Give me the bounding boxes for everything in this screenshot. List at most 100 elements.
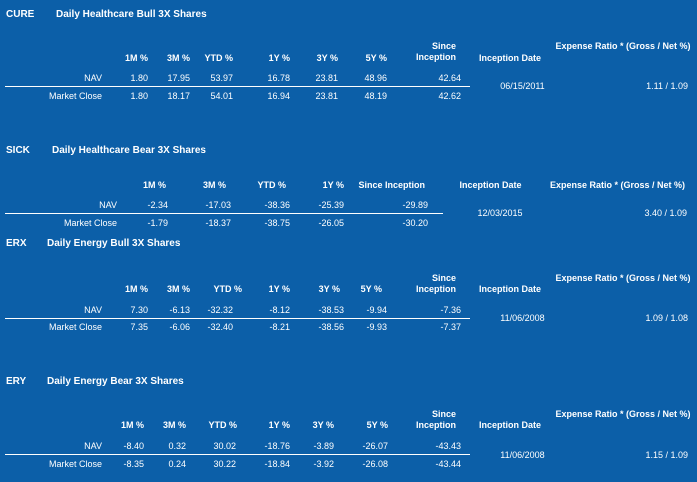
cell-mc-ytd: -38.75 — [264, 218, 290, 228]
inception-date-value: 12/03/2015 — [477, 208, 523, 218]
inception-date-value: 06/15/2011 — [500, 81, 545, 91]
cell-mc-1y: -8.21 — [269, 322, 290, 332]
cell-mc-ytd: 54.01 — [210, 91, 233, 101]
cell-nav-ytd: 30.02 — [213, 441, 236, 451]
col-header-ytd: YTD % — [257, 180, 286, 190]
inception-date-value: 11/06/2008 — [500, 313, 545, 323]
cell-mc-1m: 1.80 — [130, 91, 148, 101]
cell-mc-since-inception: -7.37 — [440, 322, 461, 332]
cell-nav-5y: 48.96 — [364, 73, 387, 83]
cell-mc-3y: 23.81 — [315, 91, 338, 101]
row-label-nav: NAV — [84, 305, 102, 315]
col-header-since-inception: Since Inception — [416, 41, 456, 62]
col-header-inception-date: Inception Date — [459, 180, 522, 190]
cell-nav-5y: -9.94 — [366, 305, 387, 315]
col-header-expense-ratio: Expense Ratio * (Gross / Net %) — [555, 273, 691, 283]
cell-mc-1m: -8.35 — [123, 459, 144, 469]
col-header-1y: 1Y % — [268, 420, 290, 430]
row-label-market-close: Market Close — [48, 91, 102, 101]
col-header-1m: 1M % — [124, 284, 148, 294]
cell-nav-ytd: -38.36 — [264, 200, 290, 210]
col-header-ytd: YTD % — [208, 420, 237, 430]
cell-nav-3m: 0.32 — [168, 441, 186, 451]
cell-mc-since-inception: -30.20 — [402, 218, 428, 228]
fund-section-erx: ERX Daily Energy Bull 3X Shares 1M % 3M … — [0, 234, 697, 344]
cell-mc-1y: 16.94 — [267, 91, 290, 101]
col-header-1y: 1Y % — [268, 53, 290, 63]
row-label-market-close: Market Close — [63, 218, 117, 228]
cell-mc-3m: 0.24 — [168, 459, 186, 469]
cell-nav-3y: -3.89 — [313, 441, 334, 451]
cell-nav-1m: -2.34 — [147, 200, 168, 210]
row-label-nav: NAV — [84, 441, 102, 451]
row-label-nav: NAV — [99, 200, 117, 210]
col-header-inception-date: Inception Date — [478, 420, 541, 430]
cell-nav-5y: -26.07 — [362, 441, 388, 451]
cell-nav-3m: -6.13 — [169, 305, 190, 315]
col-header-inception-date: Inception Date — [478, 53, 541, 63]
col-header-1y: 1Y % — [322, 180, 344, 190]
cell-nav-since-inception: 42.64 — [438, 73, 461, 83]
col-header-inception-date: Inception Date — [478, 284, 541, 294]
cell-nav-1y: 16.78 — [267, 73, 290, 83]
cell-nav-1y: -25.39 — [318, 200, 344, 210]
cell-mc-1m: -1.79 — [147, 218, 168, 228]
col-header-expense-ratio: Expense Ratio * (Gross / Net %) — [555, 409, 691, 419]
cell-nav-since-inception: -7.36 — [440, 305, 461, 315]
cell-nav-1y: -8.12 — [269, 305, 290, 315]
cell-nav-since-inception: -29.89 — [402, 200, 428, 210]
cell-nav-1y: -18.76 — [264, 441, 290, 451]
fund-ticker: ERX — [6, 238, 27, 249]
cell-mc-3y: -38.56 — [318, 322, 344, 332]
col-header-1m: 1M % — [142, 180, 166, 190]
cell-nav-3m: 17.95 — [167, 73, 190, 83]
col-header-3m: 3M % — [202, 180, 226, 190]
inception-date-value: 11/06/2008 — [500, 450, 545, 460]
col-header-expense-ratio: Expense Ratio * (Gross / Net %) — [555, 41, 691, 51]
cell-mc-5y: -26.08 — [362, 459, 388, 469]
col-header-3m: 3M % — [162, 420, 186, 430]
row-label-market-close: Market Close — [48, 322, 102, 332]
fund-ticker: SICK — [6, 145, 30, 156]
expense-ratio-value: 1.09 / 1.08 — [645, 313, 688, 323]
expense-ratio-value: 3.40 / 1.09 — [644, 208, 687, 218]
cell-nav-ytd: 53.97 — [210, 73, 233, 83]
row-divider — [5, 213, 443, 214]
cell-mc-3m: 18.17 — [167, 91, 190, 101]
cell-mc-1y: -18.84 — [264, 459, 290, 469]
expense-ratio-value: 1.11 / 1.09 — [646, 81, 688, 91]
cell-nav-1m: 1.80 — [130, 73, 148, 83]
col-header-5y: 5Y % — [366, 420, 388, 430]
cell-nav-1m: 7.30 — [130, 305, 148, 315]
row-divider — [5, 86, 470, 87]
cell-mc-ytd: 30.22 — [213, 459, 236, 469]
col-header-ytd: YTD % — [204, 53, 233, 63]
cell-mc-since-inception: -43.44 — [435, 459, 461, 469]
fund-section-ery: ERY Daily Energy Bear 3X Shares 1M % 3M … — [0, 372, 697, 482]
cell-mc-ytd: -32.40 — [207, 322, 233, 332]
cell-nav-3m: -17.03 — [205, 200, 231, 210]
fund-section-cure: CURE Daily Healthcare Bull 3X Shares 1M … — [0, 0, 697, 120]
fund-section-sick: SICK Daily Healthcare Bear 3X Shares 1M … — [0, 140, 697, 235]
cell-mc-5y: -9.93 — [366, 322, 387, 332]
fund-ticker: CURE — [6, 9, 35, 20]
col-header-5y: 5Y % — [360, 284, 382, 294]
row-divider — [5, 318, 470, 319]
cell-mc-3m: -6.06 — [169, 322, 190, 332]
cell-nav-1m: -8.40 — [123, 441, 144, 451]
col-header-3y: 3Y % — [318, 284, 340, 294]
fund-name: Daily Healthcare Bull 3X Shares — [56, 9, 207, 20]
cell-nav-3y: -38.53 — [318, 305, 344, 315]
cell-mc-3y: -3.92 — [313, 459, 334, 469]
expense-ratio-value: 1.15 / 1.09 — [645, 450, 688, 460]
col-header-since-inception: Since Inception — [358, 180, 425, 190]
cell-mc-5y: 48.19 — [364, 91, 387, 101]
cell-nav-3y: 23.81 — [315, 73, 338, 83]
col-header-1y: 1Y % — [268, 284, 290, 294]
col-header-since-inception: Since Inception — [416, 409, 456, 430]
row-label-nav: NAV — [84, 73, 102, 83]
cell-nav-since-inception: -43.43 — [435, 441, 461, 451]
row-label-market-close: Market Close — [48, 459, 102, 469]
fund-name: Daily Energy Bear 3X Shares — [47, 376, 184, 387]
cell-nav-ytd: -32.32 — [207, 305, 233, 315]
